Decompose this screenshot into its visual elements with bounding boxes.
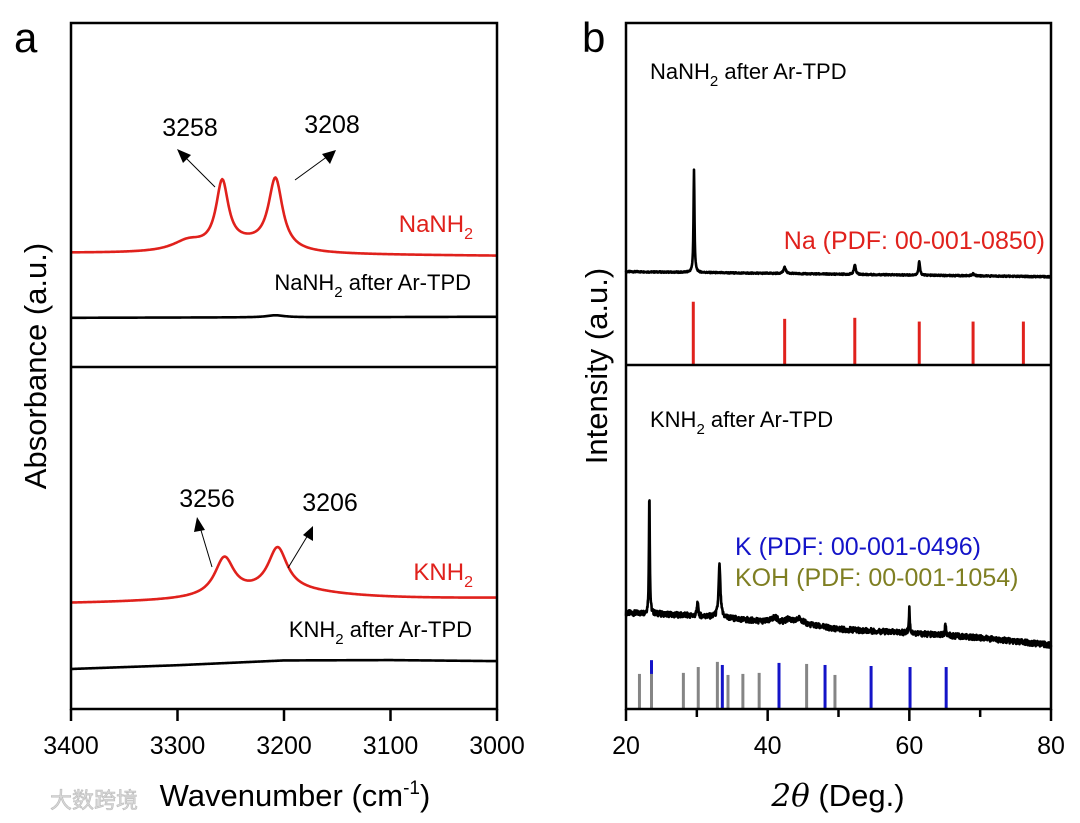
x-tick-label: 60 <box>895 732 923 760</box>
x-tick-label: 20 <box>612 732 640 760</box>
y-axis-title-absorbance: Absorbance (a.u.) <box>18 243 53 489</box>
arrow-3208 <box>294 150 336 181</box>
panel-label-b: b <box>582 14 605 61</box>
x-tick-label: 3300 <box>150 732 206 760</box>
series-line-nanh2 <box>70 176 498 257</box>
panel-label-a: a <box>14 14 38 61</box>
x-tick-label: 3400 <box>43 732 99 760</box>
peak-label-3258: 3258 <box>162 114 218 142</box>
panel-a-ir-spectra: 3400 3300 3200 3100 3000 NaNH2 NaNH2 after A… <box>18 21 525 813</box>
legend-k-pdf: K (PDF: 00-001-0496) <box>735 533 981 561</box>
arrow-3256 <box>194 517 213 568</box>
legend-koh-pdf: KOH (PDF: 00-001-1054) <box>735 564 1018 592</box>
arrow-3258 <box>177 149 216 188</box>
series-line-nanh2-after-ar-tpd <box>70 313 498 320</box>
peak-label-3208: 3208 <box>304 111 360 139</box>
title-nanh2-after-ar-tpd: NaNH2 after Ar-TPD <box>650 59 847 90</box>
x-tick-label: 3100 <box>363 732 419 760</box>
label-knh2: KNH2 <box>413 559 473 591</box>
arrow-3206 <box>287 526 313 569</box>
series-line-knh2-after-ar-tpd <box>624 499 1053 649</box>
series-line-nanh2-after-ar-tpd <box>624 168 1053 279</box>
label-nanh2: NaNH2 <box>399 211 473 243</box>
x-tick-label: 80 <box>1037 732 1065 760</box>
x-tick-label: 3200 <box>256 732 312 760</box>
x-axis-title-2theta: 2θ (Deg.) <box>770 778 904 814</box>
label-knh2-after-ar-tpd: KNH2 after Ar-TPD <box>289 617 472 648</box>
legend-na-pdf: Na (PDF: 00-001-0850) <box>784 227 1045 255</box>
x-axis-title-wavenumber: Wavenumber (cm-1) <box>160 778 431 813</box>
peak-label-3206: 3206 <box>302 489 358 517</box>
x-tick-label: 40 <box>754 732 782 760</box>
series-line-knh2-after-ar-tpd <box>70 658 498 671</box>
x-tick-label: 3000 <box>469 732 525 760</box>
watermark: 大数跨境 <box>50 788 138 813</box>
label-nanh2-after-ar-tpd: NaNH2 after Ar-TPD <box>274 270 471 301</box>
title-knh2-after-ar-tpd: KNH2 after Ar-TPD <box>650 407 833 438</box>
y-axis-title-intensity: Intensity (a.u.) <box>579 268 614 464</box>
peak-label-3256: 3256 <box>179 485 235 513</box>
series-line-knh2 <box>70 545 498 604</box>
panel-b-xrd: 20 40 60 80 NaNH2 after Ar-TPD KNH2 after A… <box>579 21 1065 814</box>
